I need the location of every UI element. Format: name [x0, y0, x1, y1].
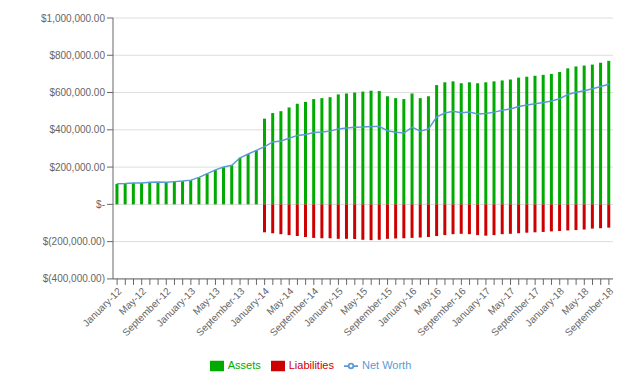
svg-text:May-13: May-13 [190, 285, 222, 317]
svg-text:September-15: September-15 [341, 285, 394, 339]
svg-text:January-14: January-14 [228, 285, 271, 328]
svg-text:$400,000.00: $400,000.00 [49, 124, 105, 135]
html-text:Assets: Assets [227, 358, 261, 371]
svg-text:January-13: January-13 [154, 285, 197, 328]
svg-text:September-12: September-12 [120, 285, 173, 339]
svg-text:May-12: May-12 [116, 285, 149, 317]
svg-text:May-14: May-14 [264, 285, 296, 317]
html-text:Net Worth: Net Worth [362, 358, 412, 371]
svg-text:September-13: September-13 [193, 285, 247, 339]
svg-text:$200,000.00: $200,000.00 [49, 162, 105, 173]
svg-text:May-18: May-18 [559, 285, 591, 317]
svg-text:$600,000.00: $600,000.00 [49, 87, 105, 98]
svg-text:September-17: September-17 [489, 285, 542, 339]
html-text:Liabilities: Liabilities [288, 358, 334, 371]
svg-text:May-15: May-15 [338, 285, 370, 317]
svg-text:January-18: January-18 [523, 285, 566, 328]
svg-text:$-: $- [96, 199, 105, 210]
svg-text:$1,000,000.00: $1,000,000.00 [41, 13, 105, 24]
svg-text:January-12: January-12 [80, 285, 123, 328]
svg-text:September-18: September-18 [563, 285, 616, 338]
svg-text:$(200,000.00): $(200,000.00) [43, 236, 105, 247]
svg-text:September-14: September-14 [267, 285, 321, 339]
svg-text:January-16: January-16 [375, 285, 418, 328]
svg-text:January-15: January-15 [302, 285, 345, 328]
svg-text:$(400,000.00): $(400,000.00) [43, 273, 105, 284]
svg-text:January-17: January-17 [449, 285, 492, 328]
svg-text:May-16: May-16 [411, 285, 444, 317]
svg-text:May-17: May-17 [485, 285, 517, 317]
svg-text:$800,000.00: $800,000.00 [49, 50, 105, 61]
svg-text:September-16: September-16 [415, 285, 468, 339]
